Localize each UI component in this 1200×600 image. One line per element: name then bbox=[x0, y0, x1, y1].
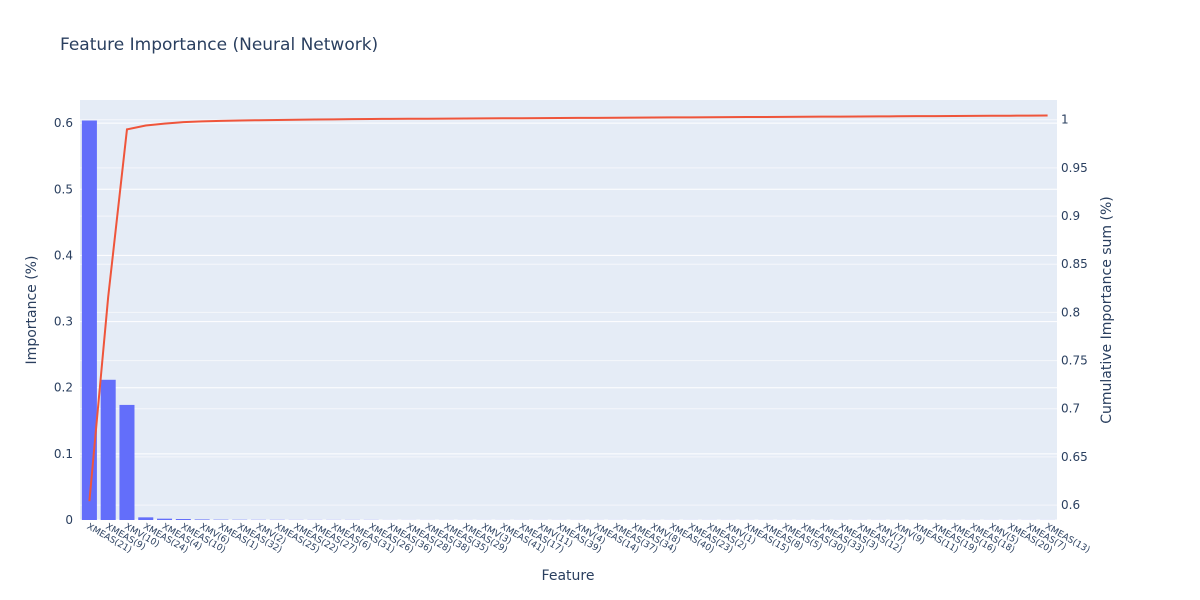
y-tick-label: 0.5 bbox=[54, 182, 73, 196]
cumulative-line-series bbox=[88, 114, 1048, 502]
right-axis-ticks: 0.6 0.65 0.7 0.75 0.8 0.85 0.9 0.95 1 bbox=[1061, 113, 1088, 512]
y2-tick-label: 0.85 bbox=[1061, 257, 1088, 271]
y2-axis-title: Cumulative Importance sum (%) bbox=[1099, 196, 1115, 424]
chart-title: Feature Importance (Neural Network) bbox=[60, 35, 378, 55]
y-axis-title: Importance (%) bbox=[24, 256, 40, 365]
plot-area bbox=[80, 100, 1057, 520]
bar bbox=[157, 518, 173, 520]
cumulative-line bbox=[88, 114, 1048, 502]
y-tick-label: 0.1 bbox=[54, 447, 73, 461]
bar-series bbox=[81, 120, 1056, 520]
bar bbox=[100, 379, 116, 520]
y-tick-label: 0.4 bbox=[54, 248, 73, 262]
y2-tick-label: 0.8 bbox=[1061, 305, 1080, 319]
bar bbox=[81, 120, 97, 520]
bar bbox=[175, 519, 191, 520]
x-axis-ticks: XMEAS(21)XMEAS(9)XMV(10)XMEAS(24)XMEAS(4… bbox=[85, 522, 1091, 556]
y2-tick-label: 0.75 bbox=[1061, 354, 1088, 368]
y2-tick-label: 0.95 bbox=[1061, 161, 1088, 175]
y-tick-label: 0 bbox=[65, 513, 73, 527]
gridlines bbox=[80, 119, 1057, 521]
y2-tick-label: 0.9 bbox=[1061, 209, 1080, 223]
y-tick-label: 0.2 bbox=[54, 381, 73, 395]
y2-tick-label: 0.7 bbox=[1061, 402, 1080, 416]
x-axis-title: Feature bbox=[542, 568, 595, 584]
bar bbox=[119, 404, 135, 520]
left-axis-ticks: 0 0.1 0.2 0.3 0.4 0.5 0.6 bbox=[54, 116, 73, 527]
y2-tick-label: 1 bbox=[1061, 113, 1069, 127]
bar bbox=[138, 517, 154, 520]
y-tick-label: 0.3 bbox=[54, 315, 73, 329]
bar bbox=[194, 519, 210, 520]
y2-tick-label: 0.65 bbox=[1061, 450, 1088, 464]
y2-tick-label: 0.6 bbox=[1061, 498, 1080, 512]
y-tick-label: 0.6 bbox=[54, 116, 73, 130]
